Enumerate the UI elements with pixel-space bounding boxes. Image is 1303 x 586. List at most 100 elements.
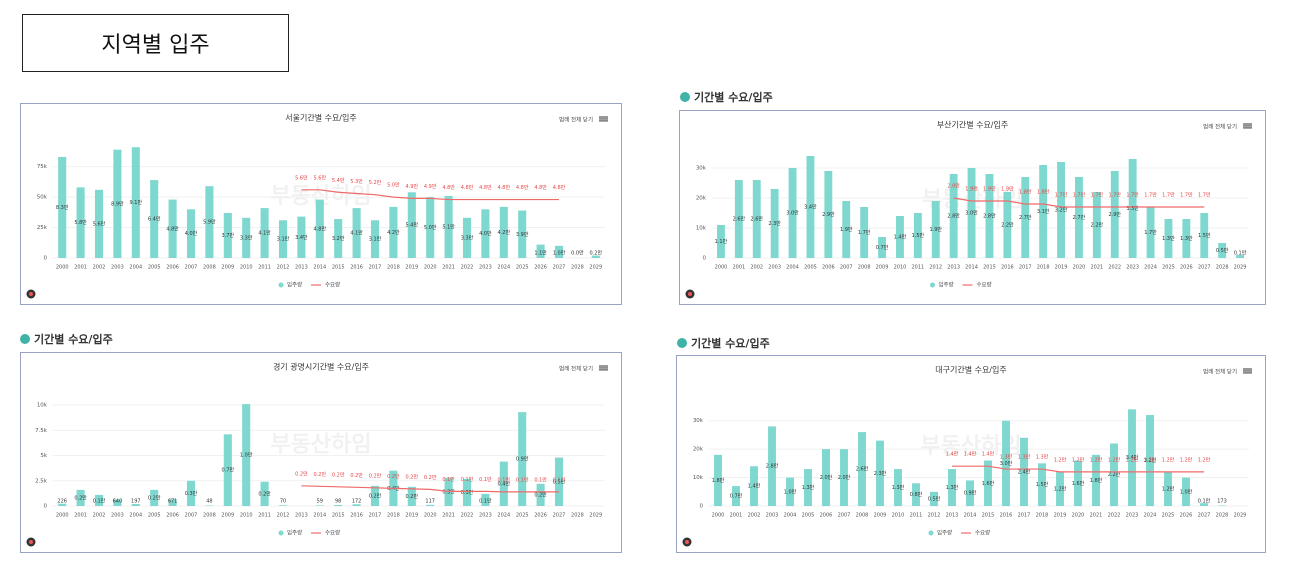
line-value-label: 5.3만: [350, 178, 363, 185]
bar: [1200, 213, 1209, 258]
bar-value-label: 98: [335, 499, 341, 505]
legend-swatch: [278, 282, 284, 288]
y-tick-label: 7.5k: [35, 428, 48, 434]
line-value-label: 5.2만: [369, 179, 382, 186]
bar: [1110, 443, 1118, 506]
legend-toggle[interactable]: 범례 전체 닫기: [559, 116, 593, 124]
y-tick-label: 20k: [696, 196, 707, 202]
line-value-label: 1.2만: [1198, 456, 1211, 463]
bar-value-label: 1.3만: [946, 484, 959, 491]
line-value-label: 1.4만: [964, 451, 977, 458]
y-tick-label: 20k: [693, 447, 704, 453]
x-tick-label: 2003: [768, 265, 781, 271]
x-tick-label: 2011: [258, 265, 271, 271]
bar: [894, 469, 902, 506]
legend-label[interactable]: 입주량: [287, 281, 302, 289]
x-tick-label: 2018: [387, 513, 400, 519]
bar-value-label: 4.8만: [314, 225, 327, 232]
logo: [688, 292, 692, 296]
line-value-label: 1.7만: [1144, 192, 1157, 199]
bar: [1056, 471, 1064, 506]
bar: [1092, 192, 1101, 258]
x-tick-label: 2005: [802, 513, 815, 519]
legend-label[interactable]: 수요량: [325, 282, 340, 289]
legend-label[interactable]: 입주량: [937, 529, 952, 537]
bar-value-label: 2.6만: [750, 216, 763, 223]
bar: [824, 171, 833, 258]
bar-value-label: 1.5만: [1198, 232, 1211, 239]
bar: [426, 197, 435, 258]
bar-value-label: 1.5만: [1036, 481, 1049, 488]
legend-label[interactable]: 수요량: [325, 530, 340, 537]
bar-value-label: 3.2만: [332, 235, 345, 242]
x-tick-label: 2008: [203, 513, 216, 519]
x-tick-label: 2016: [350, 513, 363, 519]
line-value-label: 0.1만: [516, 476, 529, 483]
x-tick-label: 2006: [822, 265, 835, 271]
x-tick-label: 2010: [240, 513, 253, 519]
legend-label[interactable]: 입주량: [939, 281, 954, 289]
bar-value-label: 3.0만: [1000, 460, 1013, 467]
logo: [685, 540, 689, 544]
bar: [407, 486, 416, 506]
bar-value-label: 1.1만: [715, 238, 728, 245]
bar-value-label: 117: [425, 499, 435, 505]
line-value-label: 1.2만: [1180, 456, 1193, 463]
logo: [29, 540, 33, 544]
x-tick-label: 2020: [424, 513, 437, 519]
legend-label[interactable]: 입주량: [287, 529, 302, 537]
legend-toggle[interactable]: 범례 전체 닫기: [1203, 368, 1237, 376]
bar-value-label: 1.6만: [1072, 480, 1085, 487]
x-tick-label: 2009: [874, 513, 887, 519]
bar: [1092, 454, 1100, 506]
y-tick-label: 0: [700, 504, 704, 510]
bar: [168, 499, 177, 506]
bar: [1074, 460, 1082, 506]
bar-value-label: 3.1만: [369, 236, 382, 243]
x-tick-label: 2006: [820, 513, 833, 519]
chart-panel: 서울기간별 수요/입주 범례 전체 닫기 부동산하임 0 25k 50k 75k 2000 8.…: [20, 103, 622, 305]
legend-toggle[interactable]: 범례 전체 닫기: [1203, 123, 1237, 131]
x-tick-label: 2004: [129, 513, 142, 519]
bar-value-label: 6.4만: [148, 216, 161, 223]
line-value-label: 1.2만: [1090, 456, 1103, 463]
bar-value-label: 2.2만: [1108, 471, 1121, 478]
bar-value-label: 3.1만: [277, 236, 290, 243]
bar: [131, 504, 140, 506]
line-value-label: 1.2만: [1108, 456, 1121, 463]
x-tick-label: 2006: [166, 265, 179, 271]
legend-label[interactable]: 수요량: [975, 530, 990, 537]
legend-toggle[interactable]: 범례 전체 닫기: [559, 365, 593, 373]
x-tick-label: 2009: [221, 265, 234, 271]
y-tick-label: 30k: [693, 418, 704, 424]
bar: [1057, 162, 1065, 258]
x-tick-label: 2015: [332, 265, 345, 271]
bar-value-label: 1.0만: [1180, 488, 1193, 495]
legend-label[interactable]: 수요량: [977, 282, 992, 289]
x-tick-label: 2023: [479, 265, 492, 271]
bar: [896, 216, 904, 258]
x-tick-label: 2015: [983, 265, 996, 271]
bar-value-label: 3.4만: [804, 204, 817, 211]
bar: [1038, 463, 1046, 506]
bar-value-label: 2.3만: [768, 220, 781, 227]
bar: [786, 477, 794, 506]
bar: [315, 199, 324, 258]
x-tick-label: 2021: [442, 513, 455, 519]
bar-value-label: 0.5만: [553, 478, 566, 485]
bar-value-label: 2.6만: [733, 216, 746, 223]
x-tick-label: 2022: [1108, 265, 1121, 271]
x-tick-label: 2015: [982, 513, 995, 519]
x-tick-label: 2017: [1018, 513, 1031, 519]
bar-value-label: 1.3만: [802, 484, 815, 491]
bar: [860, 207, 869, 258]
x-tick-label: 2001: [74, 513, 87, 519]
bar: [168, 199, 177, 258]
logo: [29, 292, 33, 296]
y-tick-label: 25k: [37, 225, 48, 231]
x-tick-label: 2011: [258, 513, 271, 519]
bar-value-label: 3.3만: [461, 234, 474, 241]
x-tick-label: 2003: [111, 265, 124, 271]
bar-value-label: 4.0만: [479, 230, 492, 237]
bar-value-label: 1.3만: [1162, 235, 1175, 242]
